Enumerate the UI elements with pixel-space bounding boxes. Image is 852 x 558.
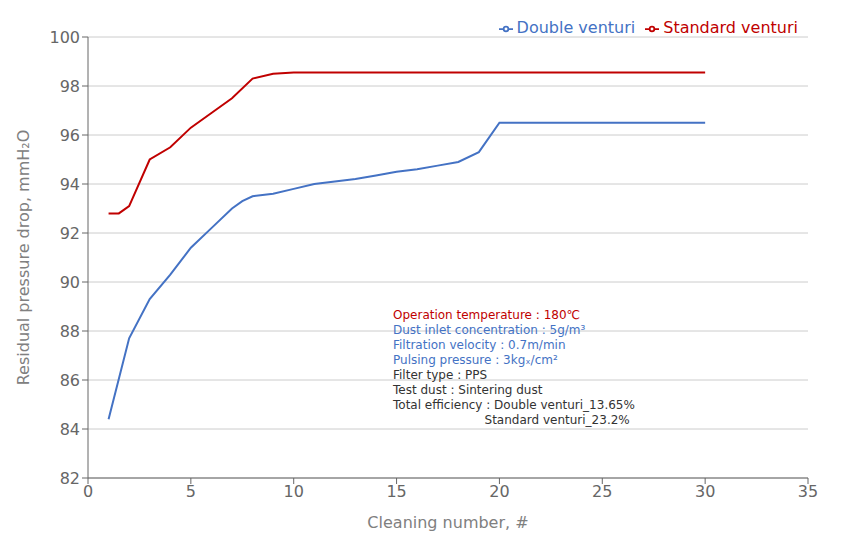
svg-text:86: 86: [60, 371, 80, 390]
html-text:Double venturi: Double venturi: [516, 18, 636, 37]
svg-text:98: 98: [60, 77, 80, 96]
svg-text:88: 88: [60, 322, 80, 341]
html-text:Pulsing pressure : 3kgₓ/cm²: Pulsing pressure : 3kgₓ/cm²: [393, 353, 558, 367]
svg-text:84: 84: [60, 420, 80, 439]
svg-text:30: 30: [695, 482, 715, 501]
svg-text:5: 5: [186, 482, 196, 501]
html-text:Standard venturi_23.2%: Standard venturi_23.2%: [393, 413, 630, 427]
svg-text:25: 25: [592, 482, 612, 501]
svg-text:0: 0: [83, 482, 93, 501]
svg-text:94: 94: [60, 175, 80, 194]
svg-text:20: 20: [489, 482, 509, 501]
html-text:Standard venturi: Standard venturi: [663, 18, 798, 37]
svg-text:92: 92: [60, 224, 80, 243]
html-text:Test dust : Sintering dust: Test dust : Sintering dust: [393, 383, 543, 397]
svg-text:15: 15: [386, 482, 406, 501]
svg-text:Residual pressure drop, mmH₂O: Residual pressure drop, mmH₂O: [14, 130, 33, 386]
html-text:Total efficiency : Double vent: Total efficiency : Double venturi_13.65%: [393, 398, 635, 412]
svg-text:90: 90: [60, 273, 80, 292]
html-text:Dust inlet concentration : 5g/: Dust inlet concentration : 5g/m³: [393, 323, 586, 337]
svg-text:Cleaning number, #: Cleaning number, #: [367, 513, 528, 532]
html-text:Filtration velocity : 0.7m/min: Filtration velocity : 0.7m/min: [393, 338, 566, 352]
html-text:Filter type : PPS: Filter type : PPS: [393, 368, 488, 382]
svg-text:35: 35: [798, 482, 818, 501]
svg-text:100: 100: [49, 28, 80, 47]
svg-text:82: 82: [60, 469, 80, 488]
svg-text:10: 10: [284, 482, 304, 501]
svg-text:96: 96: [60, 126, 80, 145]
html-text:Operation temperature : 180℃: Operation temperature : 180℃: [393, 308, 580, 322]
